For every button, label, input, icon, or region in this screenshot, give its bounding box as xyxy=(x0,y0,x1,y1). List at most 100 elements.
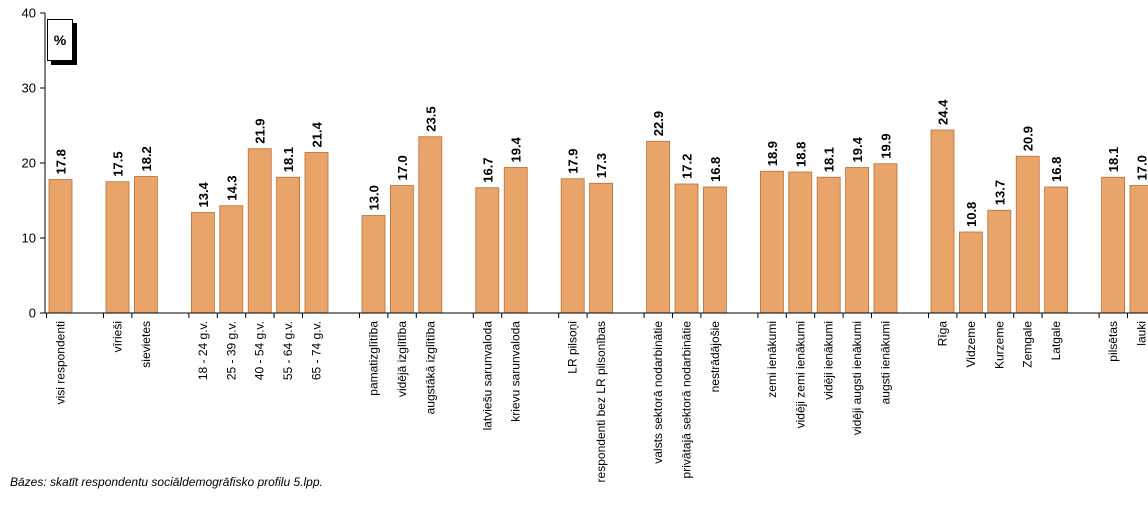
category-label: zemi ienākumi xyxy=(765,321,779,398)
bar-25-39-g-v xyxy=(219,205,244,314)
category-label: respondenti bez LR pilsonības xyxy=(594,321,608,482)
bar-nestradajosie xyxy=(703,186,727,314)
bar-vidzeme xyxy=(959,231,983,314)
category-label: vidējā izglītība xyxy=(395,321,409,397)
category-label: privātajā sektorā nodarbinātie xyxy=(680,321,694,479)
bar-riga xyxy=(930,129,955,314)
bar-zemi-ienakumi xyxy=(760,170,784,314)
category-label: nestrādājošie xyxy=(708,321,722,393)
unit-label: % xyxy=(47,19,73,61)
value-label: 17.0 xyxy=(1135,155,1148,180)
bar-latviesu-sarunvaloda xyxy=(475,187,500,314)
value-label: 13.7 xyxy=(992,180,1007,205)
category-label: visi respondenti xyxy=(54,321,68,404)
y-tick-label: 40 xyxy=(22,6,36,21)
bar-valsts-sektora-nodarbinatie xyxy=(646,140,670,314)
category-label: LR pilsoņi xyxy=(566,321,580,374)
value-label: 17.2 xyxy=(680,154,695,179)
value-label: 17.3 xyxy=(594,153,609,178)
category-label: Vidzeme xyxy=(964,321,978,368)
value-label: 18.1 xyxy=(1106,147,1121,172)
value-label: 19.4 xyxy=(509,136,524,162)
value-label: 13.4 xyxy=(196,181,211,207)
value-label: 18.2 xyxy=(139,146,154,171)
bar-zemgale xyxy=(1015,155,1040,314)
category-label: latviešu sarunvaloda xyxy=(480,321,494,431)
value-label: 18.9 xyxy=(765,141,780,166)
bar-kurzeme xyxy=(987,209,1012,314)
category-label: 25 - 39 g.v. xyxy=(224,321,238,380)
value-label: 17.0 xyxy=(395,155,410,180)
bar-videji-ienakumi xyxy=(816,176,841,314)
base-footnote: Bāzes: skatīt respondentu sociāldemogrāf… xyxy=(10,475,323,489)
value-label: 19.4 xyxy=(850,136,865,162)
bar-pamatizglitiba xyxy=(361,215,386,314)
category-label: 65 - 74 g.v. xyxy=(310,321,324,380)
bar-viriesi xyxy=(105,181,130,314)
y-tick-label: 20 xyxy=(22,156,36,171)
category-label: 55 - 64 g.v. xyxy=(281,321,295,380)
category-label: krievu sarunvaloda xyxy=(509,321,523,422)
category-label: augstākā izglītība xyxy=(423,321,437,415)
value-label: 18.1 xyxy=(822,147,837,172)
value-label: 17.5 xyxy=(111,151,126,176)
bar-krievu-sarunvaloda xyxy=(503,167,528,314)
category-label: vidēji ienākumi xyxy=(822,321,836,400)
value-label: 16.8 xyxy=(1049,157,1064,182)
y-axis: 0 10 20 30 40 xyxy=(22,6,1148,321)
value-label: 23.5 xyxy=(423,106,438,131)
value-label: 10.8 xyxy=(964,202,979,227)
value-label: 24.4 xyxy=(936,99,951,125)
bar-videji-augsti-ienakumi xyxy=(845,167,869,314)
value-label: 13.0 xyxy=(367,185,382,210)
bar-65-74-g-v xyxy=(304,152,329,314)
value-label: 16.7 xyxy=(480,157,495,182)
value-labels: 17.8 17.5 18.2 13.4 14.3 21.9 18.1 21.4 13.0 17.0… xyxy=(54,99,1148,227)
value-label: 14.3 xyxy=(224,175,239,200)
bar-latgale xyxy=(1044,186,1068,314)
value-label: 16.8 xyxy=(708,157,723,182)
bar-lr-pilsoni xyxy=(560,178,585,314)
bar-respondenti-bez-lr-pilsonibas xyxy=(589,182,613,314)
bar-visi-respondenti xyxy=(48,179,73,314)
category-label: sievietes xyxy=(139,321,153,368)
bar-55-64-g-v xyxy=(276,176,301,314)
category-label: pamatizglītība xyxy=(367,321,381,396)
category-label: Zemgale xyxy=(1021,321,1035,368)
value-label: 22.9 xyxy=(651,111,666,136)
bar-videji-zemi-ienakumi xyxy=(788,171,813,314)
bar-18-24-g-v xyxy=(190,212,215,314)
unit-label-box: % xyxy=(47,19,77,65)
value-label: 18.1 xyxy=(281,147,296,172)
category-label: Rīga xyxy=(936,321,950,347)
value-label: 18.8 xyxy=(793,142,808,167)
category-label: Latgale xyxy=(1049,321,1063,361)
category-label: vidēji zemi ienākumi xyxy=(793,321,807,428)
value-label: 21.9 xyxy=(253,118,268,143)
category-label: 18 - 24 g.v. xyxy=(196,321,210,380)
category-label: vidēji augsti ienākumi xyxy=(850,321,864,435)
value-label: 20.9 xyxy=(1021,126,1036,151)
bar-privataja-sektora-nodarbinatie xyxy=(674,183,699,314)
bar-videja-izglitiba xyxy=(389,185,414,314)
category-label: vīrieši xyxy=(111,321,125,352)
value-label: 21.4 xyxy=(310,121,325,147)
bar-augstaka-izglitiba xyxy=(418,136,443,314)
y-tick-label: 0 xyxy=(29,306,36,321)
category-label: Kurzeme xyxy=(992,321,1006,369)
bar-augsti-ienakumi xyxy=(873,163,898,314)
bar-lauki xyxy=(1129,185,1148,314)
category-label: valsts sektorā nodarbinātie xyxy=(651,321,665,464)
bar-sievietes xyxy=(133,176,158,314)
value-label: 19.9 xyxy=(879,133,894,158)
category-label: pilsētas xyxy=(1106,321,1120,362)
bar-40-54-g-v xyxy=(247,148,272,314)
value-label: 17.8 xyxy=(54,149,69,174)
category-label: augsti ienākumi xyxy=(879,321,893,404)
category-label: lauki xyxy=(1135,321,1148,346)
bar-pilsetas xyxy=(1101,176,1125,314)
category-label: 40 - 54 g.v. xyxy=(253,321,267,380)
bars-layer xyxy=(48,129,1148,314)
value-label: 17.9 xyxy=(566,148,581,173)
